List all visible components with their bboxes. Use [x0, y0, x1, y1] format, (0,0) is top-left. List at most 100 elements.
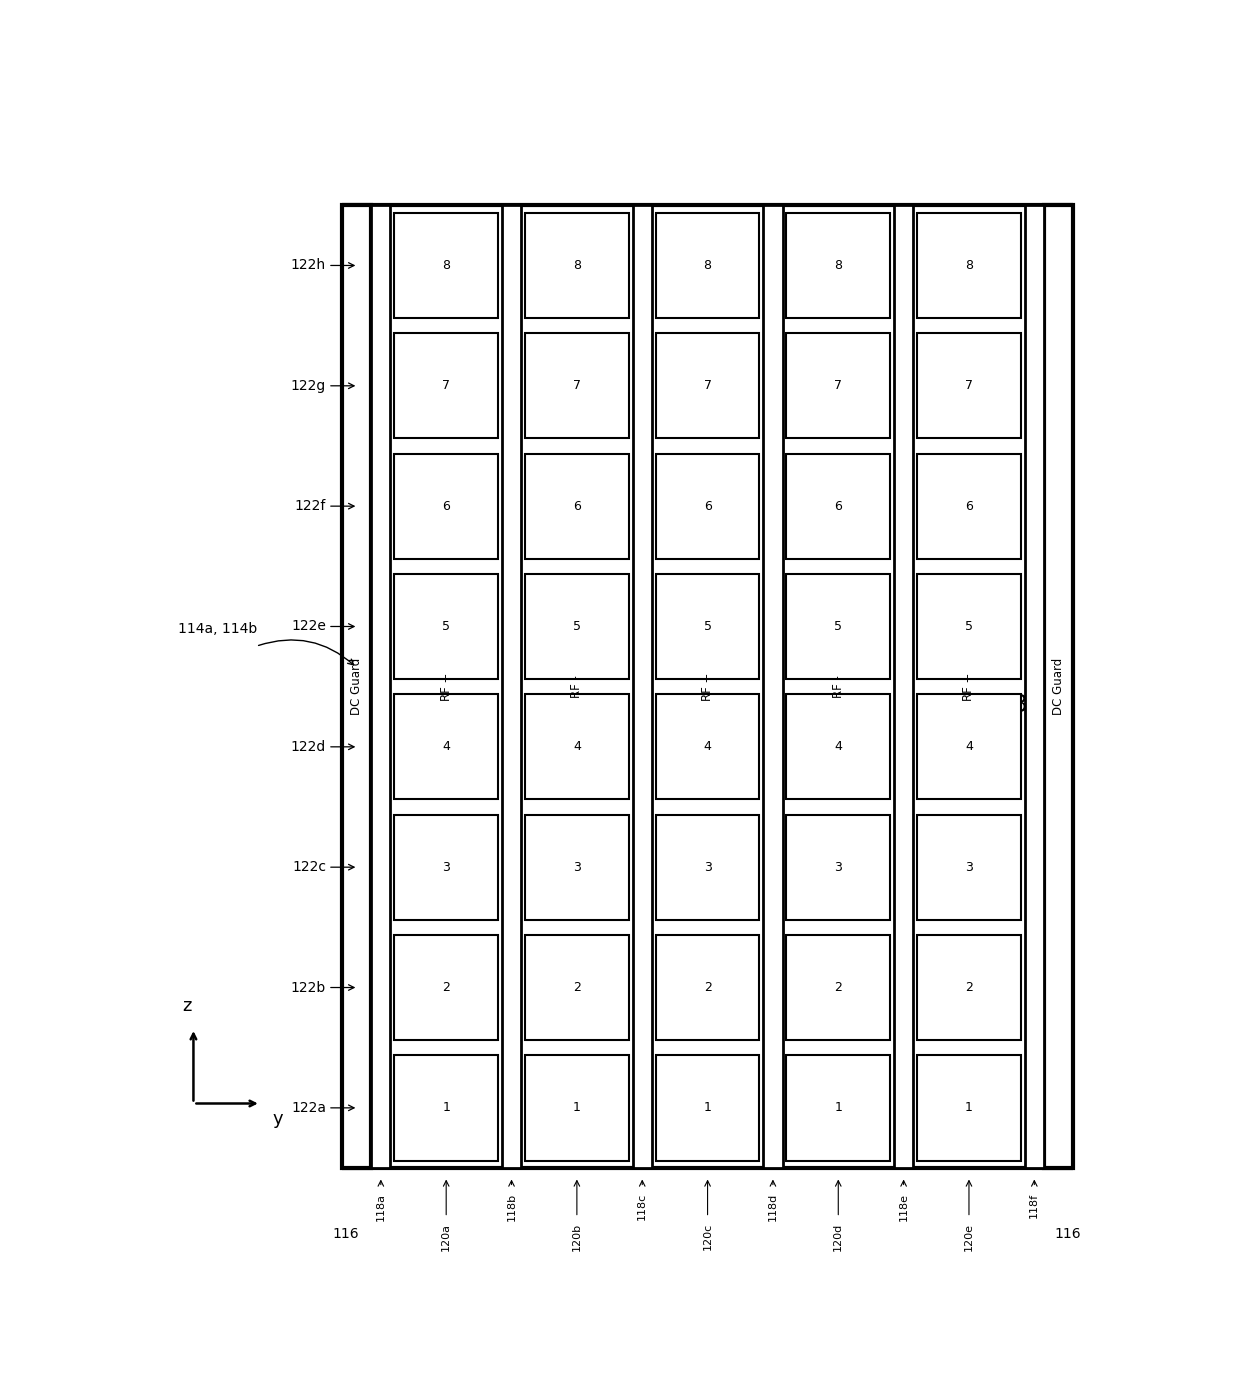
Text: 120e: 120e	[963, 1222, 973, 1250]
Text: 1: 1	[835, 1101, 842, 1115]
Text: 4: 4	[835, 740, 842, 753]
Bar	[394, 212, 498, 319]
Bar	[394, 1055, 498, 1161]
Bar	[371, 205, 391, 1168]
Text: 6: 6	[703, 500, 712, 513]
Text: 3: 3	[443, 861, 450, 873]
Bar	[632, 205, 652, 1168]
Text: 1: 1	[703, 1101, 712, 1115]
Bar	[656, 1055, 759, 1161]
Text: 5: 5	[703, 620, 712, 633]
Bar	[786, 574, 890, 679]
Text: DC Guard: DC Guard	[351, 658, 363, 715]
Text: 2: 2	[573, 981, 580, 995]
Bar	[342, 205, 371, 1168]
Text: 118b: 118b	[506, 1193, 517, 1221]
Bar	[656, 454, 759, 559]
Text: 8: 8	[703, 258, 712, 272]
Bar	[525, 332, 629, 439]
Text: 8: 8	[835, 258, 842, 272]
Text: 118a: 118a	[376, 1193, 386, 1221]
Text: 5: 5	[573, 620, 580, 633]
Bar	[918, 454, 1021, 559]
Text: 7: 7	[703, 380, 712, 393]
Text: 8: 8	[965, 258, 973, 272]
Text: 120b: 120b	[572, 1222, 582, 1252]
Text: RF +: RF +	[962, 672, 976, 701]
Bar	[656, 332, 759, 439]
Text: z: z	[182, 997, 191, 1016]
Text: 118e: 118e	[899, 1193, 909, 1221]
Bar	[786, 1055, 890, 1161]
Text: 6: 6	[573, 500, 580, 513]
Text: 3: 3	[965, 861, 973, 873]
Text: 116: 116	[332, 1227, 358, 1241]
Bar	[786, 454, 890, 559]
Bar	[918, 694, 1021, 799]
Text: 122g: 122g	[291, 379, 326, 393]
Text: 120c: 120c	[703, 1222, 713, 1250]
Bar	[918, 935, 1021, 1041]
Text: RF +: RF +	[701, 672, 714, 701]
Bar	[394, 332, 498, 439]
Bar	[918, 814, 1021, 919]
Text: RF -: RF -	[832, 675, 844, 698]
Bar	[918, 574, 1021, 679]
Bar	[786, 814, 890, 919]
Bar	[918, 212, 1021, 319]
Text: DC Guard: DC Guard	[1052, 658, 1065, 715]
Text: 6: 6	[443, 500, 450, 513]
Text: 4: 4	[573, 740, 580, 753]
Bar	[525, 935, 629, 1041]
Text: 116: 116	[1055, 1227, 1081, 1241]
Text: 6: 6	[835, 500, 842, 513]
Text: 3: 3	[703, 861, 712, 873]
Text: 2: 2	[703, 981, 712, 995]
Bar	[394, 574, 498, 679]
Text: 3: 3	[835, 861, 842, 873]
Text: 122f: 122f	[295, 499, 326, 513]
Text: 1: 1	[443, 1101, 450, 1115]
Text: 122c: 122c	[293, 861, 326, 875]
Bar	[525, 212, 629, 319]
Text: 118c: 118c	[637, 1193, 647, 1220]
Bar	[1024, 205, 1044, 1168]
Text: 122d: 122d	[291, 740, 326, 754]
Bar	[656, 574, 759, 679]
Text: 7: 7	[835, 380, 842, 393]
Text: y: y	[273, 1111, 283, 1127]
Bar	[525, 694, 629, 799]
Text: 122a: 122a	[291, 1101, 326, 1115]
Text: 7: 7	[573, 380, 580, 393]
Bar	[394, 694, 498, 799]
Text: 6: 6	[965, 500, 973, 513]
Bar	[525, 1055, 629, 1161]
Text: 1: 1	[573, 1101, 580, 1115]
Bar	[502, 205, 521, 1168]
Bar	[918, 1055, 1021, 1161]
Text: 118d: 118d	[768, 1193, 777, 1221]
Text: 122e: 122e	[291, 619, 326, 633]
Text: 7: 7	[443, 380, 450, 393]
Text: 3: 3	[573, 861, 580, 873]
Bar	[786, 694, 890, 799]
Bar	[656, 212, 759, 319]
Text: 118f: 118f	[1029, 1193, 1039, 1218]
Bar	[394, 454, 498, 559]
Bar	[656, 935, 759, 1041]
Bar	[656, 814, 759, 919]
Bar	[656, 694, 759, 799]
Text: 5: 5	[443, 620, 450, 633]
Text: 5: 5	[965, 620, 973, 633]
Text: RF -: RF -	[570, 675, 583, 698]
Text: 5: 5	[835, 620, 842, 633]
Bar	[764, 205, 782, 1168]
Text: 2: 2	[443, 981, 450, 995]
Text: 120a: 120a	[441, 1222, 451, 1250]
Text: 4: 4	[443, 740, 450, 753]
Text: 8: 8	[443, 258, 450, 272]
Text: 120d: 120d	[833, 1222, 843, 1252]
Bar	[394, 935, 498, 1041]
Text: 4: 4	[703, 740, 712, 753]
Text: 122h: 122h	[291, 258, 326, 272]
